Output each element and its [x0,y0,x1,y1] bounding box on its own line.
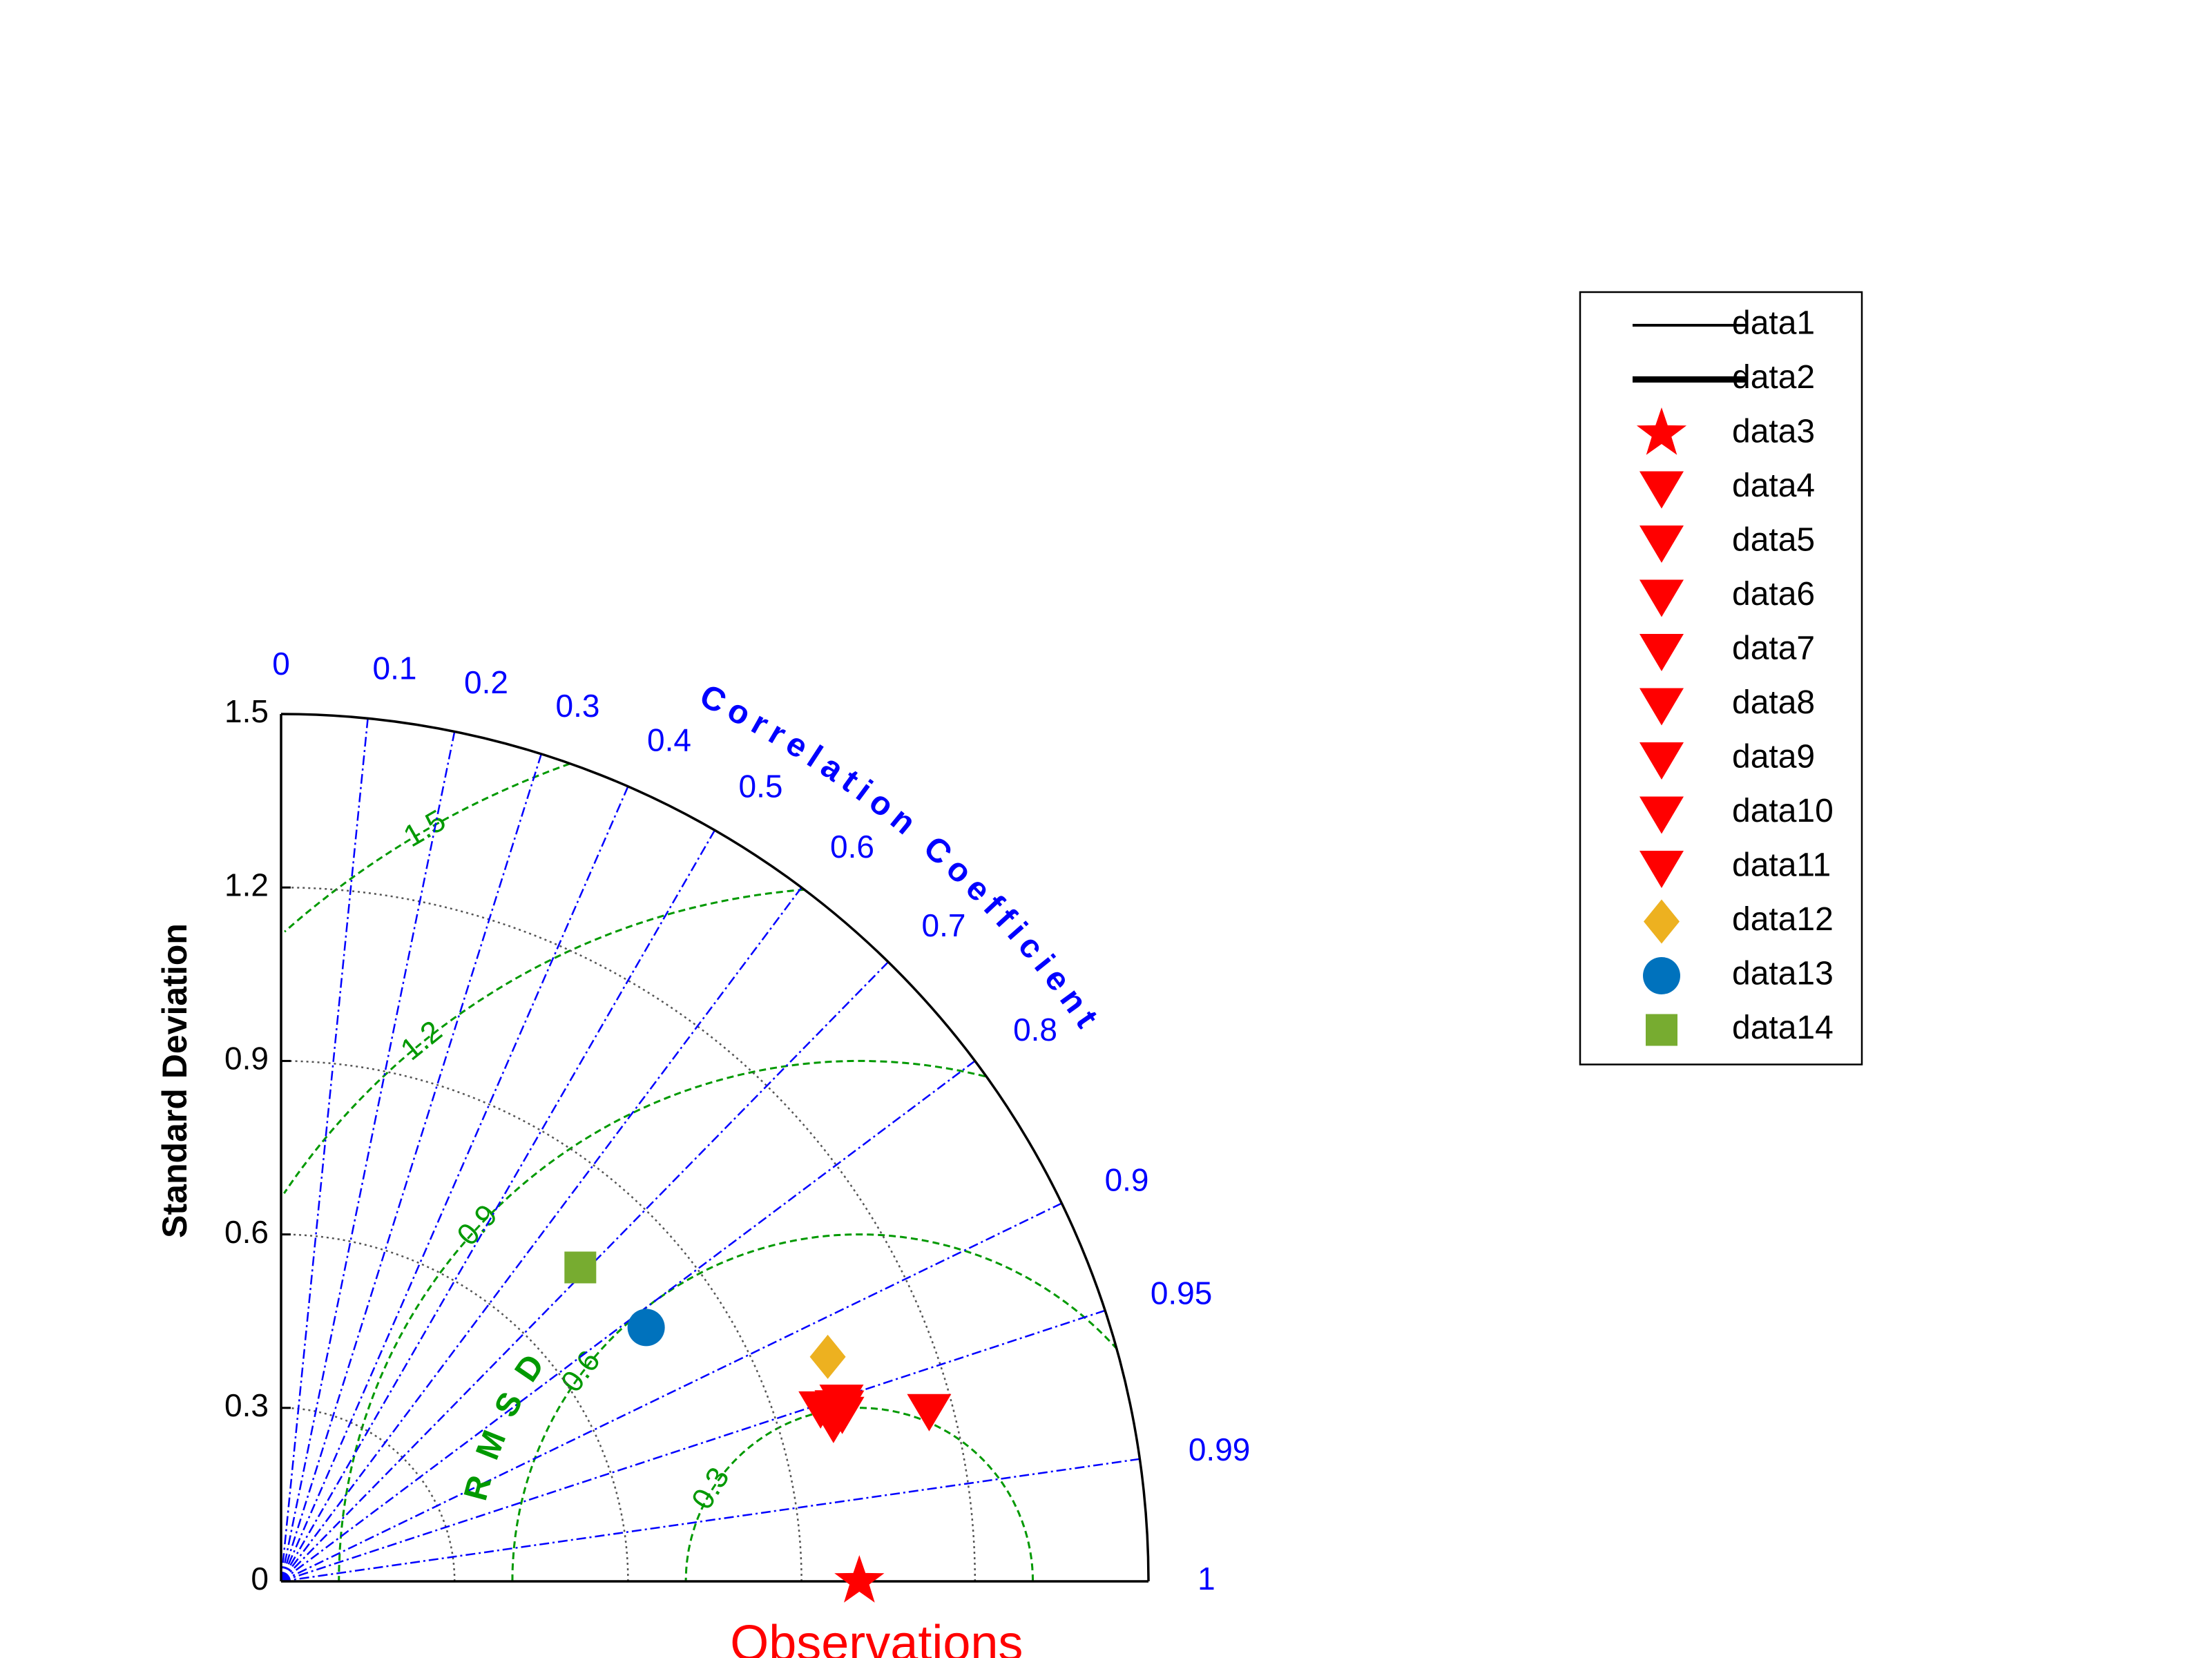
legend-label-data2: data2 [1732,359,1815,396]
y-tick-label: 1.5 [224,693,269,729]
legend-label-data6: data6 [1732,576,1815,613]
legend-label-data3: data3 [1732,414,1815,450]
legend-marker-data3 [1636,407,1687,455]
rmsd-arc [684,1407,1034,1581]
data10-marker [811,1405,856,1443]
legend-marker-data14 [1646,1014,1677,1046]
y-tick-label: 0.6 [224,1214,269,1250]
y-tick-label: 0.3 [224,1387,269,1423]
legend-label-data12: data12 [1732,901,1834,938]
legend-marker-data7 [1639,634,1684,671]
legend-marker-data11 [1639,851,1684,888]
std-grid-arc [280,1233,629,1582]
data11-marker [907,1394,952,1432]
correlation-tick-label: 0.95 [1151,1275,1213,1311]
correlation-tick-label: 0.6 [830,829,874,865]
correlation-tick-label: 0.8 [1013,1012,1057,1048]
legend-marker-data10 [1639,796,1684,834]
legend-marker-data6 [1639,579,1684,617]
y-tick-label: 0 [251,1561,269,1597]
correlation-tick-label: 0.7 [922,907,966,943]
correlation-line [280,731,456,1582]
observations-label: Observations [730,1616,1023,1658]
legend-marker-data8 [1639,688,1684,726]
rmsd-arc [338,1059,985,1582]
legend-label-data4: data4 [1732,467,1815,504]
legend-marker-data5 [1639,526,1684,563]
y-tick-label: 1.2 [224,867,269,903]
legend-label-data11: data11 [1732,847,1831,884]
correlation-line [280,786,629,1582]
rmsd-arc [284,762,570,933]
y-tick-label: 0.9 [224,1041,269,1077]
outer-arc [280,713,1150,1582]
axes: 0 0.3 0.6 0.9 1.2 1.5 [224,693,1150,1597]
legend-label-data10: data10 [1732,793,1834,829]
rmsd-tick-label: 0.9 [450,1198,504,1252]
rmsd-arc [511,1233,1118,1582]
std-grid-arc [280,1407,456,1582]
correlation-line [280,1458,1140,1583]
correlation-line [280,1309,1106,1583]
rmsd-arc [283,888,805,1194]
legend-marker-data12 [1644,899,1680,944]
correlation-tick-label: 0 [272,646,290,682]
data3-marker [834,1555,885,1603]
std-grid-arc [280,1060,802,1582]
rmsd-tick-label: 1.5 [398,803,451,854]
correlation-line [280,1060,976,1583]
rmsd-tick-label: 0.3 [685,1461,736,1515]
correlation-tick-label: 1 [1198,1561,1215,1597]
correlation-lines: 0 0.1 0.2 0.3 0.4 0.5 0.6 0.7 0.8 0.9 0.95 0.99 1 [272,646,1250,1597]
legend-box [1579,291,1863,1066]
legend-marker-data13 [1643,957,1680,994]
legend-label-data9: data9 [1732,739,1815,775]
data13-marker [627,1309,665,1347]
data-markers [564,1251,952,1603]
data12-marker [809,1334,846,1379]
legend-label-data8: data8 [1732,684,1815,721]
legend: data1 data2 data3 data4 data5 data6 data7 data8… [1579,291,1863,1066]
legend-marker-data4 [1639,471,1684,509]
correlation-tick-label: 0.1 [373,650,417,686]
correlation-tick-label: 0.2 [464,664,508,700]
legend-label-data5: data5 [1732,522,1815,559]
correlation-tick-label: 0.3 [556,688,600,724]
correlation-line [280,887,802,1582]
data14-marker [564,1251,597,1284]
correlation-tick-label: 0.4 [647,722,691,758]
legend-label-data1: data1 [1732,305,1815,342]
correlation-tick-label: 0.5 [739,769,783,804]
y-axis-title: Standard Deviation [155,923,194,1238]
correlation-line [280,753,542,1582]
correlation-tick-label: 0.99 [1189,1432,1251,1467]
std-grid-arcs [280,886,977,1582]
correlation-line [280,1202,1062,1583]
correlation-line [280,718,369,1582]
rmsd-tick-label: 0.6 [555,1344,607,1398]
legend-marker-data9 [1639,742,1684,780]
correlation-tick-label: 0.9 [1105,1162,1149,1198]
legend-label-data14: data14 [1732,1010,1834,1046]
correlation-title: Correlation Coefficient [694,677,1108,1040]
correlation-line [280,829,716,1582]
legend-label-data13: data13 [1732,956,1834,992]
rmsd-title: RMSD [457,1333,561,1505]
legend-label-data7: data7 [1732,630,1815,667]
